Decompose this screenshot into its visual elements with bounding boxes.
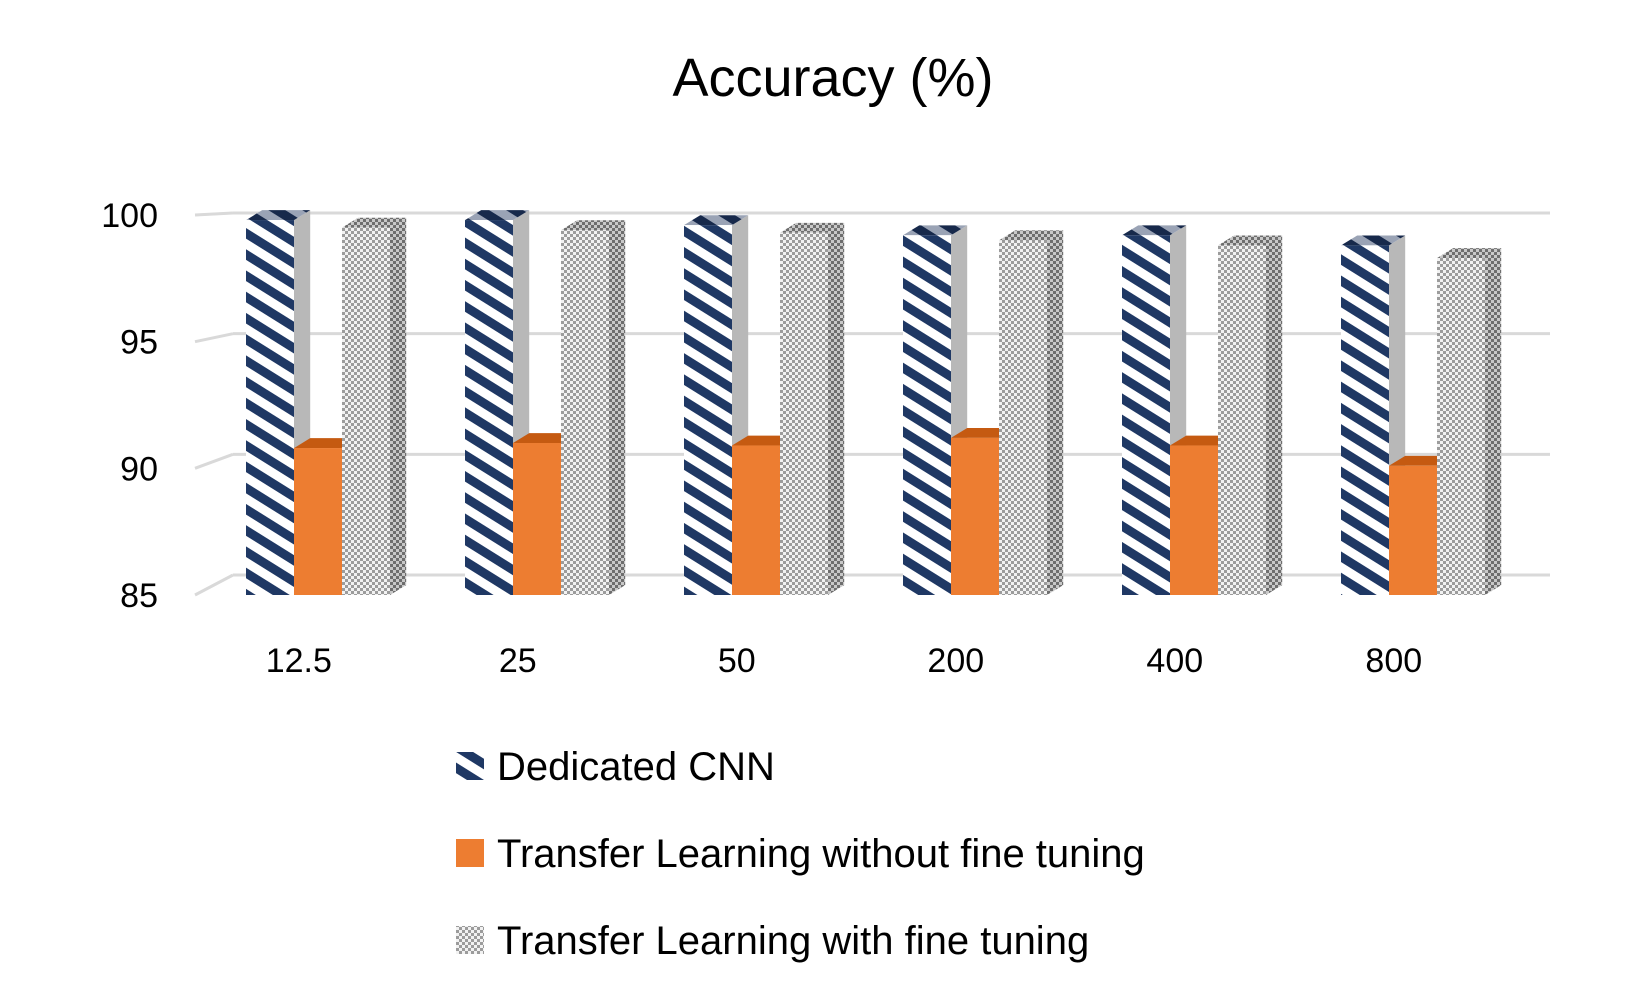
bar-front <box>903 235 951 595</box>
bar-top <box>684 215 749 226</box>
bar-front <box>732 445 780 595</box>
bar-front <box>246 220 294 596</box>
bar-front <box>1218 245 1266 595</box>
x-tick-label: 25 <box>499 642 537 680</box>
y-tick-label: 95 <box>120 324 158 362</box>
bar-front <box>999 240 1047 596</box>
bar-front <box>1122 235 1170 595</box>
bar-front <box>342 227 390 595</box>
x-tick-label: 50 <box>718 642 756 680</box>
legend: Dedicated CNN Transfer Learning without f… <box>456 745 1145 963</box>
x-axis-ticks: 12.5 25 50 200 400 800 <box>266 642 1422 680</box>
bar-transfer-learning-with-fine-tuning-12.5 <box>342 217 407 595</box>
legend-item: Transfer Learning without fine tuning <box>456 832 1145 876</box>
bar-side <box>1266 235 1283 595</box>
bar-top <box>1218 235 1283 246</box>
bar-side <box>1485 248 1502 595</box>
bar-top <box>561 220 626 231</box>
gridline-diagonal-95 <box>194 332 234 344</box>
bar-top <box>1122 225 1187 236</box>
bar-transfer-learning-with-fine-tuning-200 <box>999 230 1064 596</box>
bar-front <box>1341 245 1389 595</box>
x-tick-label: 400 <box>1146 642 1203 680</box>
legend-swatch <box>456 752 484 780</box>
legend-label: Transfer Learning with fine tuning <box>497 919 1089 963</box>
bar-front <box>780 232 828 595</box>
gridline-diagonal-85 <box>194 573 234 597</box>
bar-top <box>903 225 968 236</box>
bar-transfer-learning-with-fine-tuning-50 <box>780 222 845 596</box>
bar-front <box>294 448 342 595</box>
bar-front <box>1170 445 1218 595</box>
legend-swatch <box>456 926 484 954</box>
x-tick-label: 12.5 <box>266 642 332 680</box>
y-tick-label: 85 <box>120 577 158 615</box>
x-tick-label: 800 <box>1365 642 1422 680</box>
bar-side <box>609 220 626 596</box>
bar-front <box>561 230 609 595</box>
y-axis-ticks: 85 90 95 100 <box>101 197 158 615</box>
bar-top <box>1341 235 1406 246</box>
bar-front <box>1389 465 1437 595</box>
bar-top <box>246 210 311 221</box>
chart-title: Accuracy (%) <box>672 48 993 108</box>
bar-dedicated-cnn-25 <box>465 210 530 596</box>
legend-item: Dedicated CNN <box>456 745 775 789</box>
legend-label: Dedicated CNN <box>497 745 775 789</box>
legend-label: Transfer Learning without fine tuning <box>497 832 1145 876</box>
bar-top <box>999 230 1064 241</box>
bar-front <box>513 443 561 595</box>
x-tick-label: 200 <box>927 642 984 680</box>
bar-top <box>780 222 845 233</box>
bar-transfer-learning-with-fine-tuning-25 <box>561 220 626 596</box>
bar-side <box>390 217 407 595</box>
bar-top <box>465 210 530 221</box>
bar-transfer-learning-with-fine-tuning-400 <box>1218 235 1283 595</box>
legend-item: Transfer Learning with fine tuning <box>456 919 1089 963</box>
bar-front <box>684 225 732 595</box>
bar-side <box>1047 230 1064 595</box>
bar-side <box>828 222 845 596</box>
bar-front <box>465 220 513 596</box>
legend-swatch <box>456 839 484 867</box>
bar-top <box>1437 248 1502 259</box>
y-tick-label: 100 <box>101 197 158 235</box>
gridline-diagonal-90 <box>194 452 234 470</box>
bar-front <box>951 437 999 595</box>
gridline-diagonal-100 <box>194 211 234 217</box>
bar-transfer-learning-with-fine-tuning-800 <box>1437 248 1502 595</box>
grid-layer <box>194 211 1550 597</box>
bar-dedicated-cnn-12.5 <box>246 210 311 596</box>
y-tick-label: 90 <box>120 450 158 488</box>
bars <box>246 210 1502 596</box>
bar-top <box>342 217 407 228</box>
bar-front <box>1437 258 1485 595</box>
